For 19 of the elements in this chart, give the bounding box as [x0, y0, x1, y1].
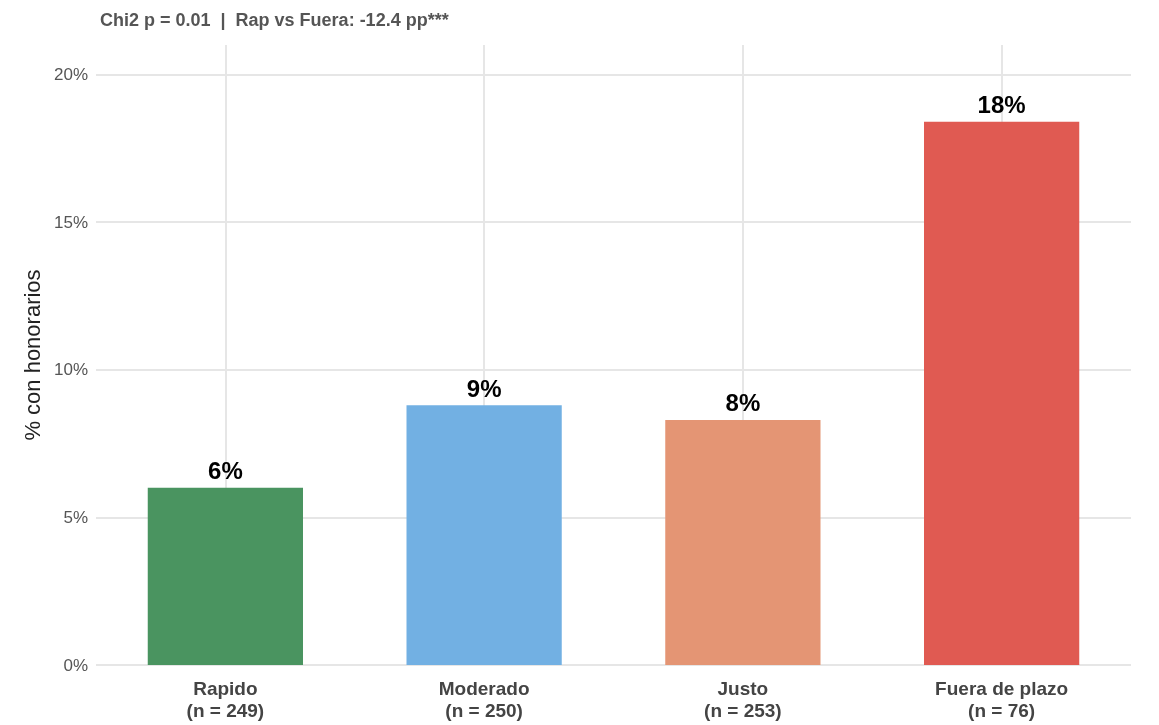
x-tick-label: Rapido (n = 249): [186, 677, 265, 721]
y-tick-label: 5%: [63, 507, 88, 527]
y-tick-label: 10%: [53, 360, 88, 380]
bar: [665, 419, 821, 665]
data-label: 9%: [466, 374, 502, 402]
y-tick-label: 15%: [53, 212, 88, 232]
x-tick-label: Fuera de plazo (n = 76): [935, 677, 1069, 721]
x-tick-label: Moderado (n = 250): [438, 677, 530, 721]
data-label: 6%: [208, 457, 243, 485]
bar: [147, 487, 303, 665]
bar: [406, 405, 562, 665]
y-tick-label: 0%: [63, 655, 88, 675]
bar: [924, 121, 1080, 665]
data-label: 18%: [977, 91, 1026, 119]
data-label: 8%: [725, 389, 761, 417]
chart-title: Chi2 p = 0.01 | Rap vs Fuera: -12.4 pp***: [100, 10, 449, 30]
x-tick-label: Justo (n = 253): [704, 677, 782, 721]
y-axis-title: % con honorarios: [19, 269, 45, 441]
y-tick-label: 20%: [53, 65, 88, 85]
